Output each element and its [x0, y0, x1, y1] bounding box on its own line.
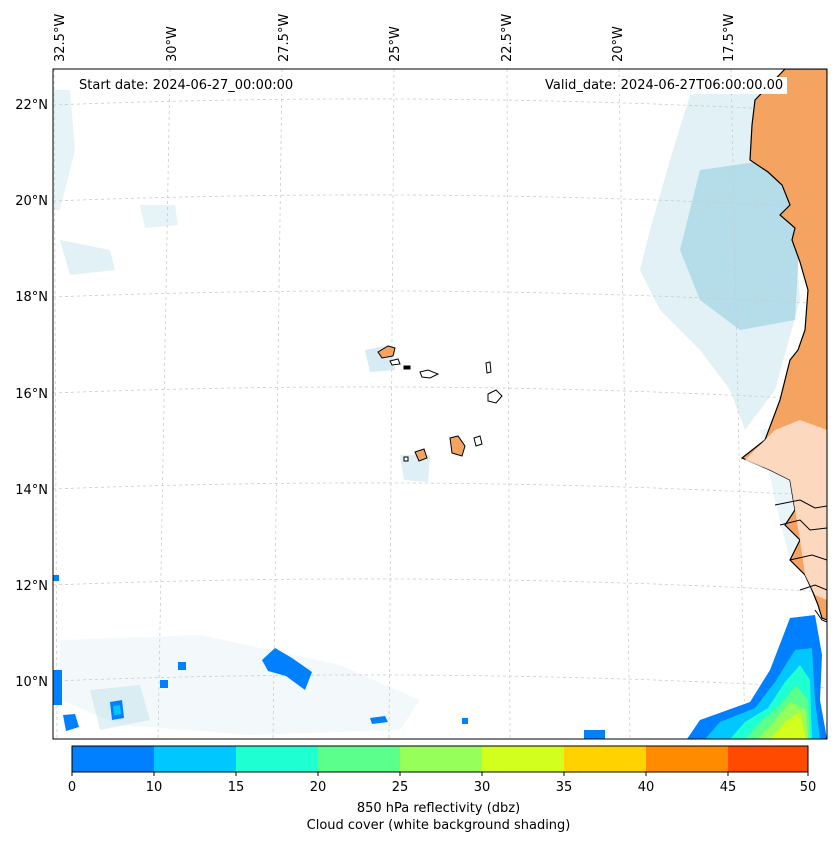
lat-label: 22°N [15, 98, 48, 113]
colorbar [71, 745, 809, 776]
colorbar-segment-0 [72, 746, 154, 772]
colorbar-tick-label: 0 [67, 780, 77, 795]
lat-label: 14°N [15, 483, 48, 498]
colorbar-tick-label: 40 [637, 780, 655, 795]
lon-label: 30°W [165, 26, 180, 62]
colorbar-segment-4 [400, 746, 482, 772]
colorbar-tick-label: 15 [227, 780, 245, 795]
start-date-label: Start date: 2024-06-27_00:00:00 [75, 77, 298, 94]
colorbar-segment-7 [646, 746, 728, 772]
lat-label: 12°N [15, 579, 48, 594]
map-area [53, 69, 827, 739]
coastal-land-shading [745, 420, 827, 600]
reflectivity-features [53, 575, 827, 739]
colorbar-tick-label: 25 [391, 780, 409, 795]
cape-verde-islands [377, 345, 503, 462]
lon-label: 17.5°W [722, 13, 737, 62]
colorbar-ticks [71, 772, 809, 776]
lat-label: 18°N [15, 290, 48, 305]
colorbar-segment-2 [236, 746, 318, 772]
river-lines [774, 499, 827, 623]
colorbar-segment-6 [564, 746, 646, 772]
colorbar-tick-label: 50 [799, 780, 817, 795]
lon-label: 32.5°W [53, 13, 68, 62]
lon-label: 27.5°W [277, 13, 292, 62]
colorbar-segment-1 [154, 746, 236, 772]
colorbar-tick-label: 30 [473, 780, 491, 795]
lat-label: 16°N [15, 387, 48, 402]
colorbar-tick-label: 10 [145, 780, 163, 795]
colorbar-tick-label: 45 [719, 780, 737, 795]
colorbar-tick-label: 20 [309, 780, 327, 795]
lon-label: 20°W [611, 26, 626, 62]
cloud-cover [53, 85, 827, 735]
colorbar-segment-3 [318, 746, 400, 772]
lat-label: 20°N [15, 194, 48, 209]
valid-date-label: Valid_date: 2024-06-27T06:00:00.00 [541, 77, 788, 94]
colorbar-frame [71, 745, 809, 773]
lat-label: 10°N [15, 675, 48, 690]
lon-label: 22.5°W [500, 13, 515, 62]
map-frame [52, 68, 828, 740]
colorbar-label: 850 hPa reflectivity (dbz) [356, 801, 521, 816]
colorbar-tick-label: 35 [555, 780, 573, 795]
colorbar-segment-8 [728, 746, 808, 772]
colorbar-sublabel: Cloud cover (white background shading) [306, 818, 571, 833]
colorbar-segment-5 [482, 746, 564, 772]
lon-label: 25°W [388, 26, 403, 62]
graticule [53, 69, 827, 739]
